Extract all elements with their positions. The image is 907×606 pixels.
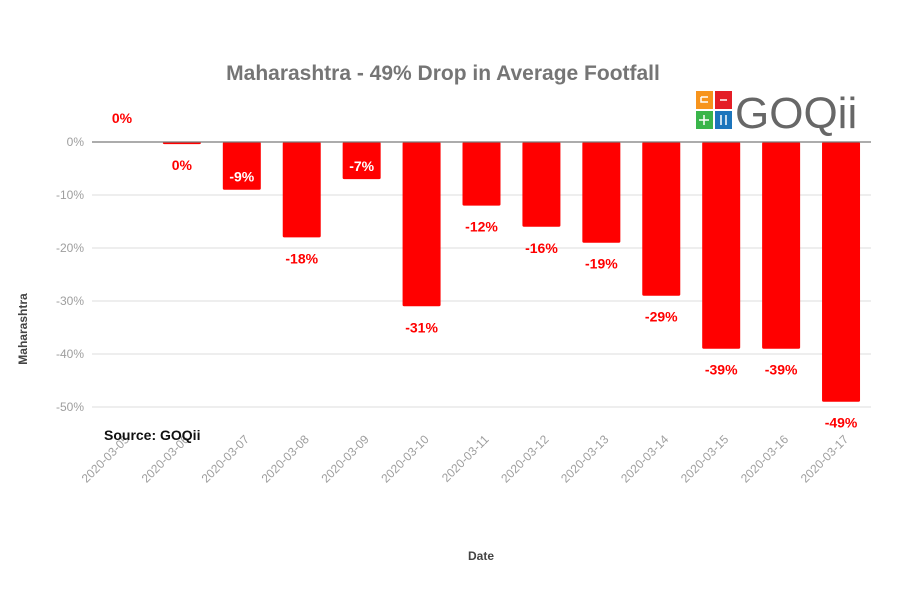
y-axis-label: Maharashtra [16, 293, 30, 365]
x-tick-label: 2020-03-12 [498, 432, 552, 486]
bar [642, 142, 681, 296]
bar [342, 142, 381, 180]
data-label: -9% [229, 169, 254, 185]
logo-tile-orange [696, 91, 713, 109]
data-label: 0% [112, 110, 133, 126]
data-label: -18% [285, 250, 318, 266]
bar [582, 142, 621, 243]
y-tick-label: 0% [67, 135, 85, 149]
x-tick-label: 2020-03-10 [378, 432, 432, 486]
y-tick-label: -20% [56, 241, 84, 255]
data-label: -31% [405, 319, 438, 335]
bar [702, 142, 741, 349]
goqii-logo: GOQii [696, 89, 857, 138]
logo-glyph-c [700, 96, 708, 103]
bar [822, 142, 861, 402]
bar [282, 142, 321, 238]
bar [222, 142, 261, 190]
y-tick-label: -30% [56, 294, 84, 308]
x-axis-label: Date [468, 549, 494, 563]
x-tick-label: 2020-03-09 [318, 432, 372, 486]
bar [762, 142, 801, 349]
y-tick-label: -50% [56, 400, 84, 414]
x-tick-label: 2020-03-08 [259, 432, 313, 486]
logo-tile-blue [715, 111, 732, 129]
x-tick-label: 2020-03-16 [738, 432, 792, 486]
source-annotation: Source: GOQii [104, 427, 200, 443]
x-tick-label: 2020-03-13 [558, 432, 612, 486]
gridlines [92, 194, 871, 408]
y-tick-label: -40% [56, 347, 84, 361]
x-tick-label: 2020-03-14 [618, 432, 672, 486]
bar [522, 142, 561, 227]
data-label: -19% [585, 256, 618, 272]
x-tick-label: 2020-03-11 [439, 432, 492, 485]
data-label: -49% [825, 415, 858, 431]
data-labels: 0% 0% -9% -18% -7% -31% -12% -16% -19% -29% -39% -3… [112, 110, 858, 431]
chart-title: Maharashtra - 49% Drop in Average Footfa… [226, 62, 660, 85]
y-axis-ticks: 0% -10% -20% -30% -40% -50% [56, 135, 84, 414]
logo-glyph-plus [699, 115, 709, 125]
bars [162, 142, 861, 402]
data-label: -12% [465, 219, 498, 235]
bar [462, 142, 501, 206]
logo-text: GOQii [735, 89, 857, 138]
bar [402, 142, 441, 307]
data-label: -29% [645, 309, 678, 325]
data-label: 0% [172, 157, 193, 173]
x-tick-label: 2020-03-17 [798, 432, 852, 486]
logo-glyph-equals [720, 115, 727, 125]
data-label: -39% [705, 362, 738, 378]
x-tick-label: 2020-03-15 [678, 432, 732, 486]
data-label: -16% [525, 240, 558, 256]
y-tick-label: -10% [56, 188, 84, 202]
data-label: -7% [349, 158, 374, 174]
x-tick-label: 2020-03-07 [199, 432, 253, 486]
data-label: -39% [765, 362, 798, 378]
